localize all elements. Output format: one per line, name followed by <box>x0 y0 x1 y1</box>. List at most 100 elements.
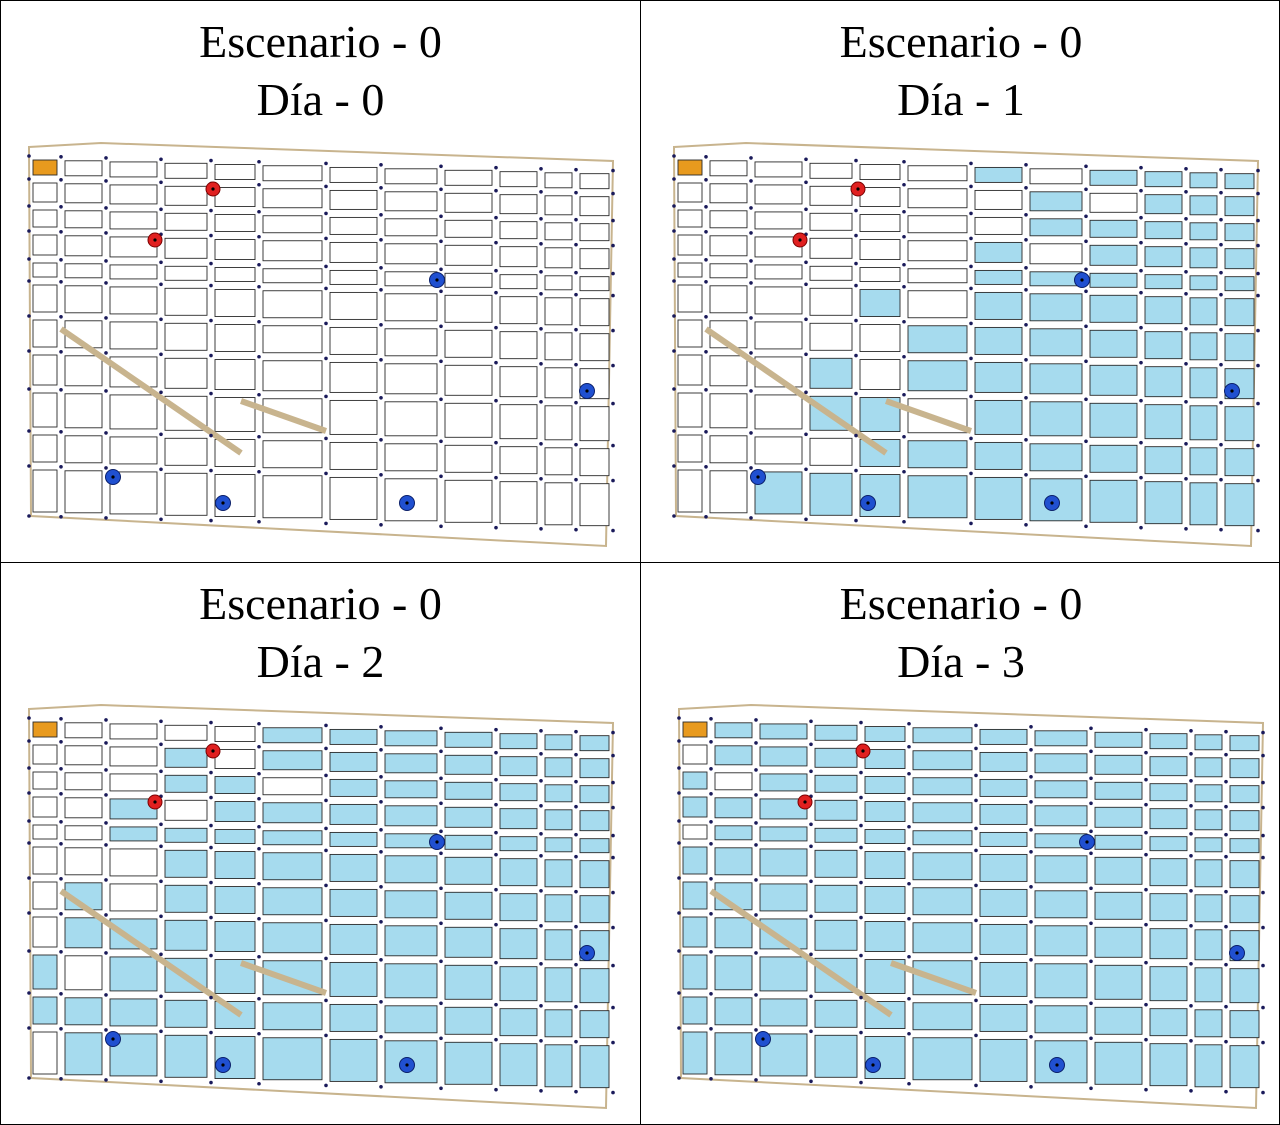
street-node <box>574 217 578 222</box>
street-node <box>104 878 108 882</box>
flooded-block <box>164 884 208 913</box>
flooded-block <box>864 726 906 743</box>
flooded-block <box>1034 855 1088 884</box>
street-node <box>1144 852 1148 857</box>
dry-block <box>64 263 103 279</box>
diagonal-avenue <box>240 398 327 434</box>
street-node <box>324 394 328 399</box>
street-node <box>704 230 708 234</box>
street-node <box>704 430 708 434</box>
street-node <box>704 280 708 284</box>
street-node <box>539 190 543 194</box>
flooded-block <box>714 847 753 876</box>
flooded-block <box>1189 367 1218 399</box>
street-node <box>324 798 328 803</box>
street-node <box>611 218 615 223</box>
flooded-block <box>1029 218 1083 237</box>
flooded-block <box>1144 221 1183 240</box>
street-node <box>809 1029 813 1034</box>
flooded-block <box>1149 756 1188 777</box>
flooded-block <box>262 852 323 881</box>
street-node <box>749 466 753 470</box>
dry-block <box>544 247 573 269</box>
street-node <box>809 879 813 884</box>
marker-center <box>1085 840 1089 844</box>
flooded-block <box>1089 219 1138 238</box>
street-node <box>1024 438 1028 442</box>
street-node <box>1189 779 1193 783</box>
dry-block <box>709 160 748 177</box>
dry-block <box>164 265 208 281</box>
dry-block <box>384 401 438 437</box>
flooded-block <box>384 963 438 999</box>
street-node <box>104 351 108 355</box>
dry-block <box>64 772 103 791</box>
street-node <box>1084 267 1088 272</box>
special-block <box>677 159 703 176</box>
street-map <box>672 141 1260 548</box>
flooded-block <box>1034 963 1088 999</box>
flooded-block <box>682 1031 708 1075</box>
street-node <box>709 1077 713 1081</box>
flooded-block <box>759 956 808 992</box>
street-node <box>59 388 63 392</box>
dry-block <box>754 184 803 205</box>
street-node <box>1029 775 1033 779</box>
street-node <box>854 468 858 473</box>
dry-block <box>579 223 610 242</box>
street-node <box>969 521 973 526</box>
flooded-block <box>1224 448 1255 477</box>
street-node <box>1089 1036 1093 1041</box>
street-node <box>324 956 328 961</box>
dry-block <box>262 398 323 434</box>
dry-block <box>499 481 538 525</box>
flooded-block <box>1149 858 1188 887</box>
street-node <box>704 155 708 159</box>
flooded-block <box>814 799 858 821</box>
flooded-block <box>499 893 538 922</box>
street-node <box>379 885 383 889</box>
street-node <box>1089 829 1093 834</box>
street-map <box>27 141 615 548</box>
flooded-block <box>1224 483 1255 527</box>
street-node <box>1029 1000 1033 1004</box>
street-node <box>59 877 63 881</box>
street-node <box>574 292 578 297</box>
street-node <box>1219 190 1223 195</box>
street-node <box>809 822 813 827</box>
street-node <box>257 881 261 886</box>
flooded-block <box>1144 296 1183 325</box>
street-node <box>704 388 708 392</box>
dry-block <box>32 916 58 948</box>
street-node <box>1089 749 1093 754</box>
street-node <box>27 177 31 181</box>
street-node <box>27 1026 31 1030</box>
dry-block <box>109 184 158 205</box>
street-node <box>1189 854 1193 858</box>
flooded-block <box>1224 248 1255 270</box>
dry-block <box>859 239 901 261</box>
marker-center <box>211 187 215 191</box>
street-node <box>611 528 615 533</box>
flooded-block <box>1194 809 1223 831</box>
street-node <box>1084 187 1088 192</box>
street-node <box>27 716 31 720</box>
street-node <box>494 852 498 857</box>
street-node <box>1024 396 1028 400</box>
flooded-block <box>1194 859 1223 888</box>
marker-center <box>1055 1063 1059 1067</box>
street-node <box>854 233 858 238</box>
marker-center <box>1230 389 1234 393</box>
flooded-block <box>864 801 906 823</box>
dry-block <box>329 269 378 285</box>
street-node <box>494 922 498 927</box>
flooded-block <box>1029 443 1083 472</box>
street-node <box>379 828 383 832</box>
flooded-block <box>1194 894 1223 923</box>
street-node <box>574 1089 578 1094</box>
street-node <box>379 748 383 752</box>
dry-block <box>579 298 610 327</box>
flooded-block <box>1029 191 1083 212</box>
street-node <box>27 841 31 845</box>
dry-block <box>444 479 493 523</box>
